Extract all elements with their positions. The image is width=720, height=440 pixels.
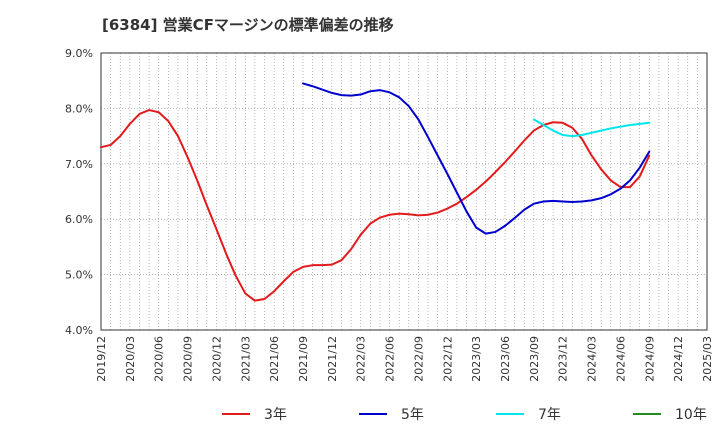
legend-label: 10年 <box>675 407 707 423</box>
y-tick-label: 6.0% <box>65 213 93 226</box>
x-tick-label: 2020/03 <box>124 336 137 382</box>
legend: 3年 5年 7年 10年 <box>222 407 707 423</box>
x-tick-label: 2021/12 <box>326 336 339 382</box>
series-lines <box>100 82 651 302</box>
x-tick-label: 2025/03 <box>701 336 714 382</box>
series-line <box>100 109 651 302</box>
x-tick-label: 2021/06 <box>268 336 281 382</box>
x-tick-label: 2020/06 <box>153 336 166 382</box>
legend-label: 7年 <box>538 407 561 423</box>
chart-title: [6384] 営業CFマージンの標準偏差の推移 <box>102 16 394 34</box>
x-tick-label: 2022/09 <box>412 336 425 382</box>
y-tick-label: 5.0% <box>65 269 93 282</box>
x-tick-label: 2022/03 <box>355 336 368 382</box>
x-tick-label: 2023/12 <box>557 336 570 382</box>
x-tick-label: 2024/09 <box>643 336 656 382</box>
y-tick-label: 9.0% <box>65 47 93 60</box>
plot-frame <box>100 52 708 331</box>
x-tick-label: 2023/06 <box>499 336 512 382</box>
y-tick-label: 7.0% <box>65 158 93 171</box>
x-tick-label: 2024/12 <box>672 336 685 382</box>
x-tick-label: 2021/09 <box>297 336 310 382</box>
x-tick-label: 2024/06 <box>614 336 627 382</box>
x-tick-label: 2019/12 <box>95 336 108 382</box>
x-tick-label: 2023/03 <box>470 336 483 382</box>
y-tick-label: 4.0% <box>65 324 93 337</box>
y-tick-label: 8.0% <box>65 102 93 115</box>
x-tick-label: 2022/12 <box>441 336 454 382</box>
x-tick-label: 2022/06 <box>384 336 397 382</box>
legend-label: 3年 <box>264 407 287 423</box>
legend-label: 5年 <box>401 407 424 423</box>
x-tick-label: 2020/12 <box>210 336 223 382</box>
series-line <box>532 118 651 138</box>
series-line <box>302 82 651 235</box>
x-tick-label: 2024/03 <box>586 336 599 382</box>
x-tick-label: 2021/03 <box>239 336 252 382</box>
x-tick-label: 2020/09 <box>182 336 195 382</box>
axes: 4.0% 5.0% 6.0% 7.0% 8.0% 9.0% 2019/12 2020/03 20… <box>65 47 714 382</box>
x-tick-label: 2023/09 <box>528 336 541 382</box>
